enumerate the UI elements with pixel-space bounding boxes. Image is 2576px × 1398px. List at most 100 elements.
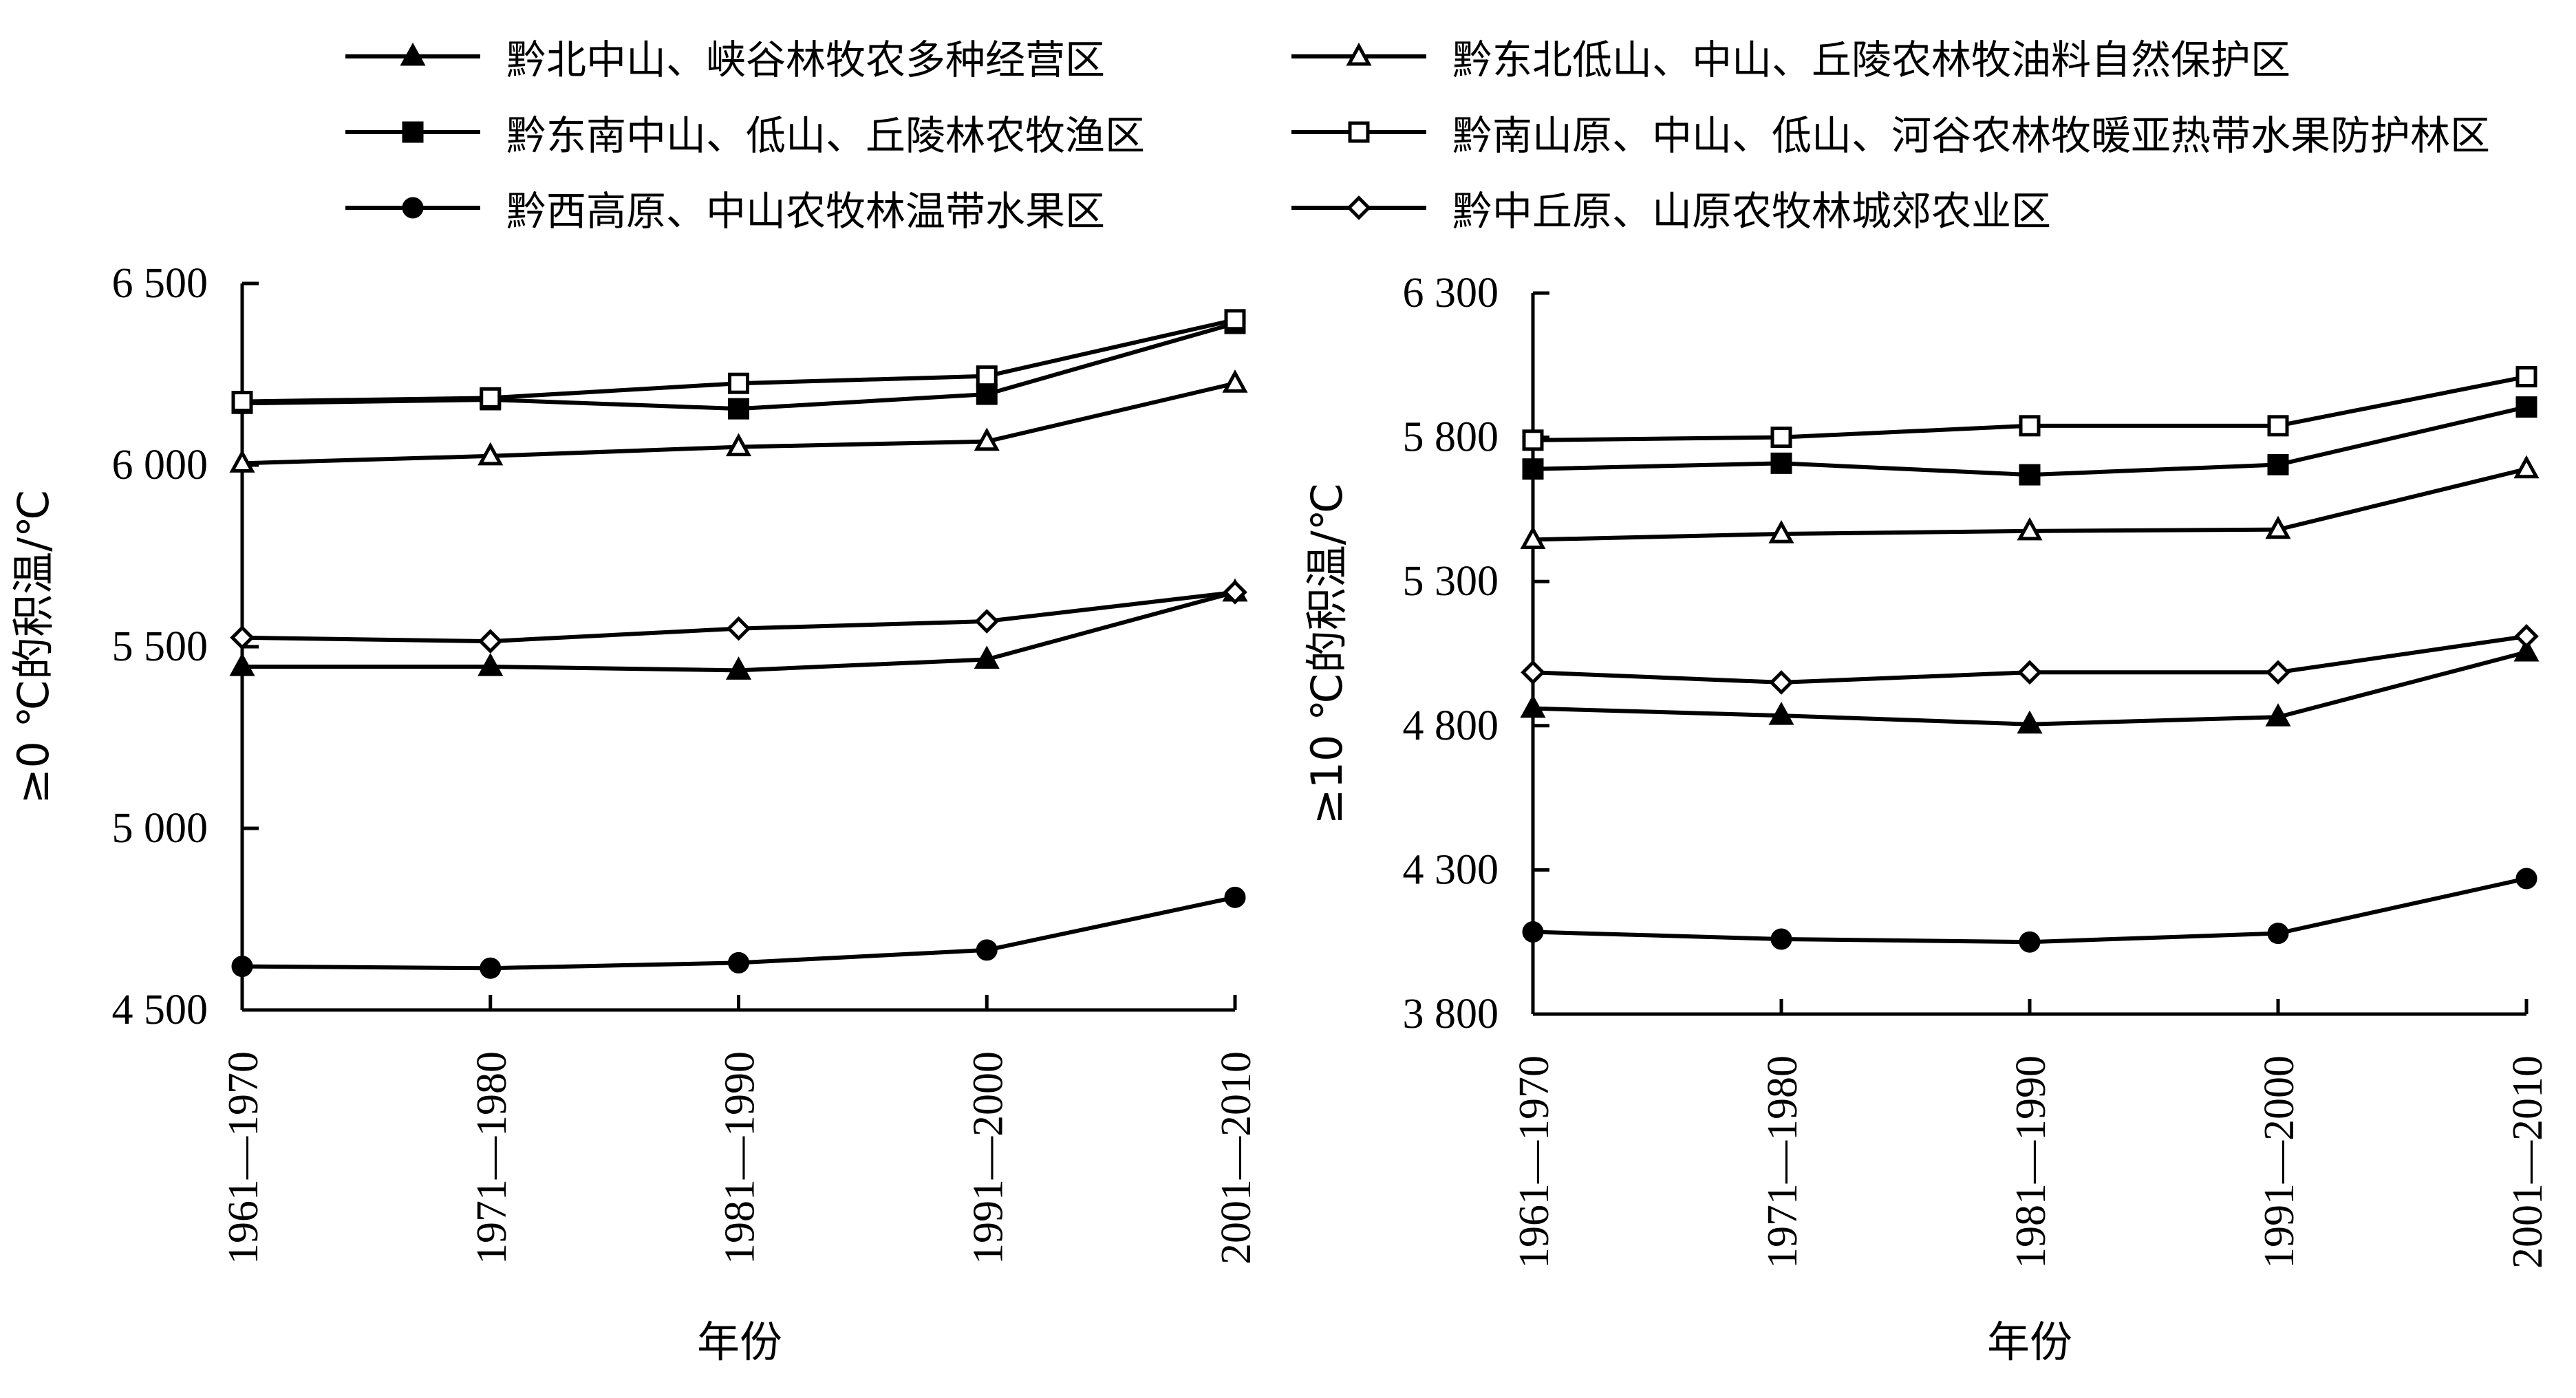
data-point bbox=[480, 957, 502, 979]
x-tick-label: 2001—2010 bbox=[2504, 1055, 2551, 1269]
legend-label: 黔北中山、峡谷林牧农多种经营区 bbox=[506, 36, 1106, 83]
data-point bbox=[728, 951, 749, 974]
legend-item: 黔南山原、中山、低山、河谷农林牧暖亚热带水果防护林区 bbox=[1290, 105, 2490, 160]
data-point bbox=[2514, 624, 2539, 649]
data-point bbox=[1224, 309, 1246, 331]
data-point bbox=[231, 391, 253, 413]
legend-swatch bbox=[345, 197, 480, 219]
data-point bbox=[2513, 455, 2540, 479]
data-point bbox=[1769, 670, 1794, 695]
data-point bbox=[1224, 886, 1246, 908]
data-point bbox=[1522, 429, 1544, 451]
y-tick-label: 5 300 bbox=[1403, 558, 1499, 605]
data-point bbox=[2017, 660, 2042, 685]
x-tick-label: 1981—1990 bbox=[2008, 1055, 2054, 1269]
data-point bbox=[2265, 515, 2291, 539]
right-chart-panel: 3 800 4 300 4 800 5 300 5 800 6 300 1961—1970 1… bbox=[1302, 270, 2551, 1367]
data-point bbox=[976, 365, 998, 387]
data-point bbox=[477, 442, 504, 466]
y-tick-label: 6 300 bbox=[1403, 270, 1499, 316]
data-point bbox=[1770, 928, 1792, 950]
legend-marker bbox=[400, 42, 426, 66]
x-tick-label: 1971—1980 bbox=[469, 1051, 515, 1265]
legend-marker bbox=[402, 121, 424, 143]
data-point bbox=[2017, 710, 2043, 734]
legend-swatch bbox=[345, 121, 480, 143]
legend-item: 黔东北低山、中山、丘陵农林牧油料自然保护区 bbox=[1290, 29, 2290, 84]
data-point bbox=[2515, 396, 2537, 418]
legend-label: 黔东南中山、低山、丘陵林农牧渔区 bbox=[506, 112, 1146, 159]
data-point bbox=[1522, 458, 1544, 480]
data-point bbox=[728, 398, 749, 420]
data-point bbox=[725, 433, 752, 457]
y-tick-label: 3 800 bbox=[1403, 991, 1499, 1037]
data-point bbox=[477, 652, 504, 676]
x-axis-title: 年份 bbox=[697, 1317, 782, 1367]
legend-marker bbox=[402, 197, 424, 219]
x-axis-title: 年份 bbox=[1987, 1317, 2072, 1367]
legend-marker bbox=[1346, 195, 1371, 220]
data-point bbox=[2513, 638, 2540, 662]
y-tick-label: 6 500 bbox=[112, 260, 208, 307]
data-point bbox=[2266, 660, 2290, 685]
data-point bbox=[230, 625, 255, 650]
data-point bbox=[1768, 519, 1794, 544]
y-tick-label: 4 800 bbox=[1403, 702, 1499, 749]
data-point bbox=[480, 387, 502, 409]
data-point bbox=[231, 956, 253, 978]
data-point bbox=[1521, 660, 1545, 685]
data-point bbox=[2267, 923, 2289, 945]
x-tick-label: 1961—1970 bbox=[1511, 1055, 1558, 1269]
data-point bbox=[477, 629, 503, 654]
x-tick-label: 1971—1980 bbox=[1759, 1055, 1806, 1269]
legend-item: 黔北中山、峡谷林牧农多种经营区 bbox=[344, 29, 1105, 84]
legend-swatch bbox=[345, 42, 480, 66]
chart-legend: 黔北中山、峡谷林牧农多种经营区 黔东北低山、中山、丘陵农林牧油料自然保护区黔东南中… bbox=[0, 0, 2576, 248]
data-point bbox=[1770, 452, 1792, 474]
data-point bbox=[976, 383, 998, 405]
y-tick-label: 5 000 bbox=[112, 805, 208, 852]
legend-item: 黔中丘原、山原农牧林城郊农业区 bbox=[1290, 180, 2051, 235]
legend-item: 黔西高原、中山农牧林温带水果区 bbox=[344, 180, 1105, 235]
legend-marker bbox=[1346, 42, 1372, 66]
data-point bbox=[1223, 579, 1247, 605]
y-tick-label: 5 500 bbox=[112, 623, 208, 670]
x-tick-label: 1991—2000 bbox=[965, 1051, 1011, 1265]
x-tick-label: 1981—1990 bbox=[717, 1051, 764, 1265]
data-point bbox=[229, 652, 255, 676]
data-point bbox=[2515, 868, 2537, 890]
legend-marker bbox=[1348, 121, 1370, 143]
left-chart-panel: 4 500 5 000 5 500 6 000 6 500 1961—1970 1971—1… bbox=[8, 260, 1260, 1367]
x-tick-label: 1991—2000 bbox=[2256, 1055, 2303, 1269]
data-point bbox=[229, 449, 255, 473]
legend-swatch bbox=[1291, 42, 1426, 66]
data-point bbox=[1770, 427, 1792, 449]
data-point bbox=[974, 645, 1000, 669]
legend-swatch bbox=[1291, 195, 1426, 220]
legend-label: 黔中丘原、山原农牧林城郊农业区 bbox=[1452, 188, 2052, 235]
data-point bbox=[976, 939, 998, 961]
legend-item: 黔东南中山、低山、丘陵林农牧渔区 bbox=[344, 105, 1145, 160]
legend-label: 黔东北低山、中山、丘陵农林牧油料自然保护区 bbox=[1452, 36, 2291, 83]
legend-label: 黔西高原、中山农牧林温带水果区 bbox=[506, 188, 1106, 235]
series-line bbox=[242, 321, 1236, 411]
data-point bbox=[2019, 464, 2041, 486]
data-point bbox=[1768, 701, 1794, 725]
y-tick-label: 4 500 bbox=[112, 987, 208, 1033]
data-point bbox=[1522, 921, 1544, 943]
data-point bbox=[1222, 369, 1248, 393]
y-tick-label: 6 000 bbox=[112, 442, 208, 488]
data-point bbox=[2267, 415, 2289, 437]
data-point bbox=[2019, 415, 2041, 437]
data-point bbox=[2019, 931, 2041, 953]
data-point bbox=[725, 656, 752, 680]
data-point bbox=[974, 609, 1000, 634]
data-point bbox=[2265, 703, 2291, 727]
data-point bbox=[2515, 366, 2537, 388]
data-point bbox=[1520, 694, 1546, 718]
legend-swatch bbox=[1291, 121, 1426, 143]
x-tick-label: 1961—1970 bbox=[220, 1051, 267, 1265]
data-point bbox=[1520, 526, 1546, 549]
legend-label: 黔南山原、中山、低山、河谷农林牧暖亚热带水果防护林区 bbox=[1452, 112, 2491, 159]
